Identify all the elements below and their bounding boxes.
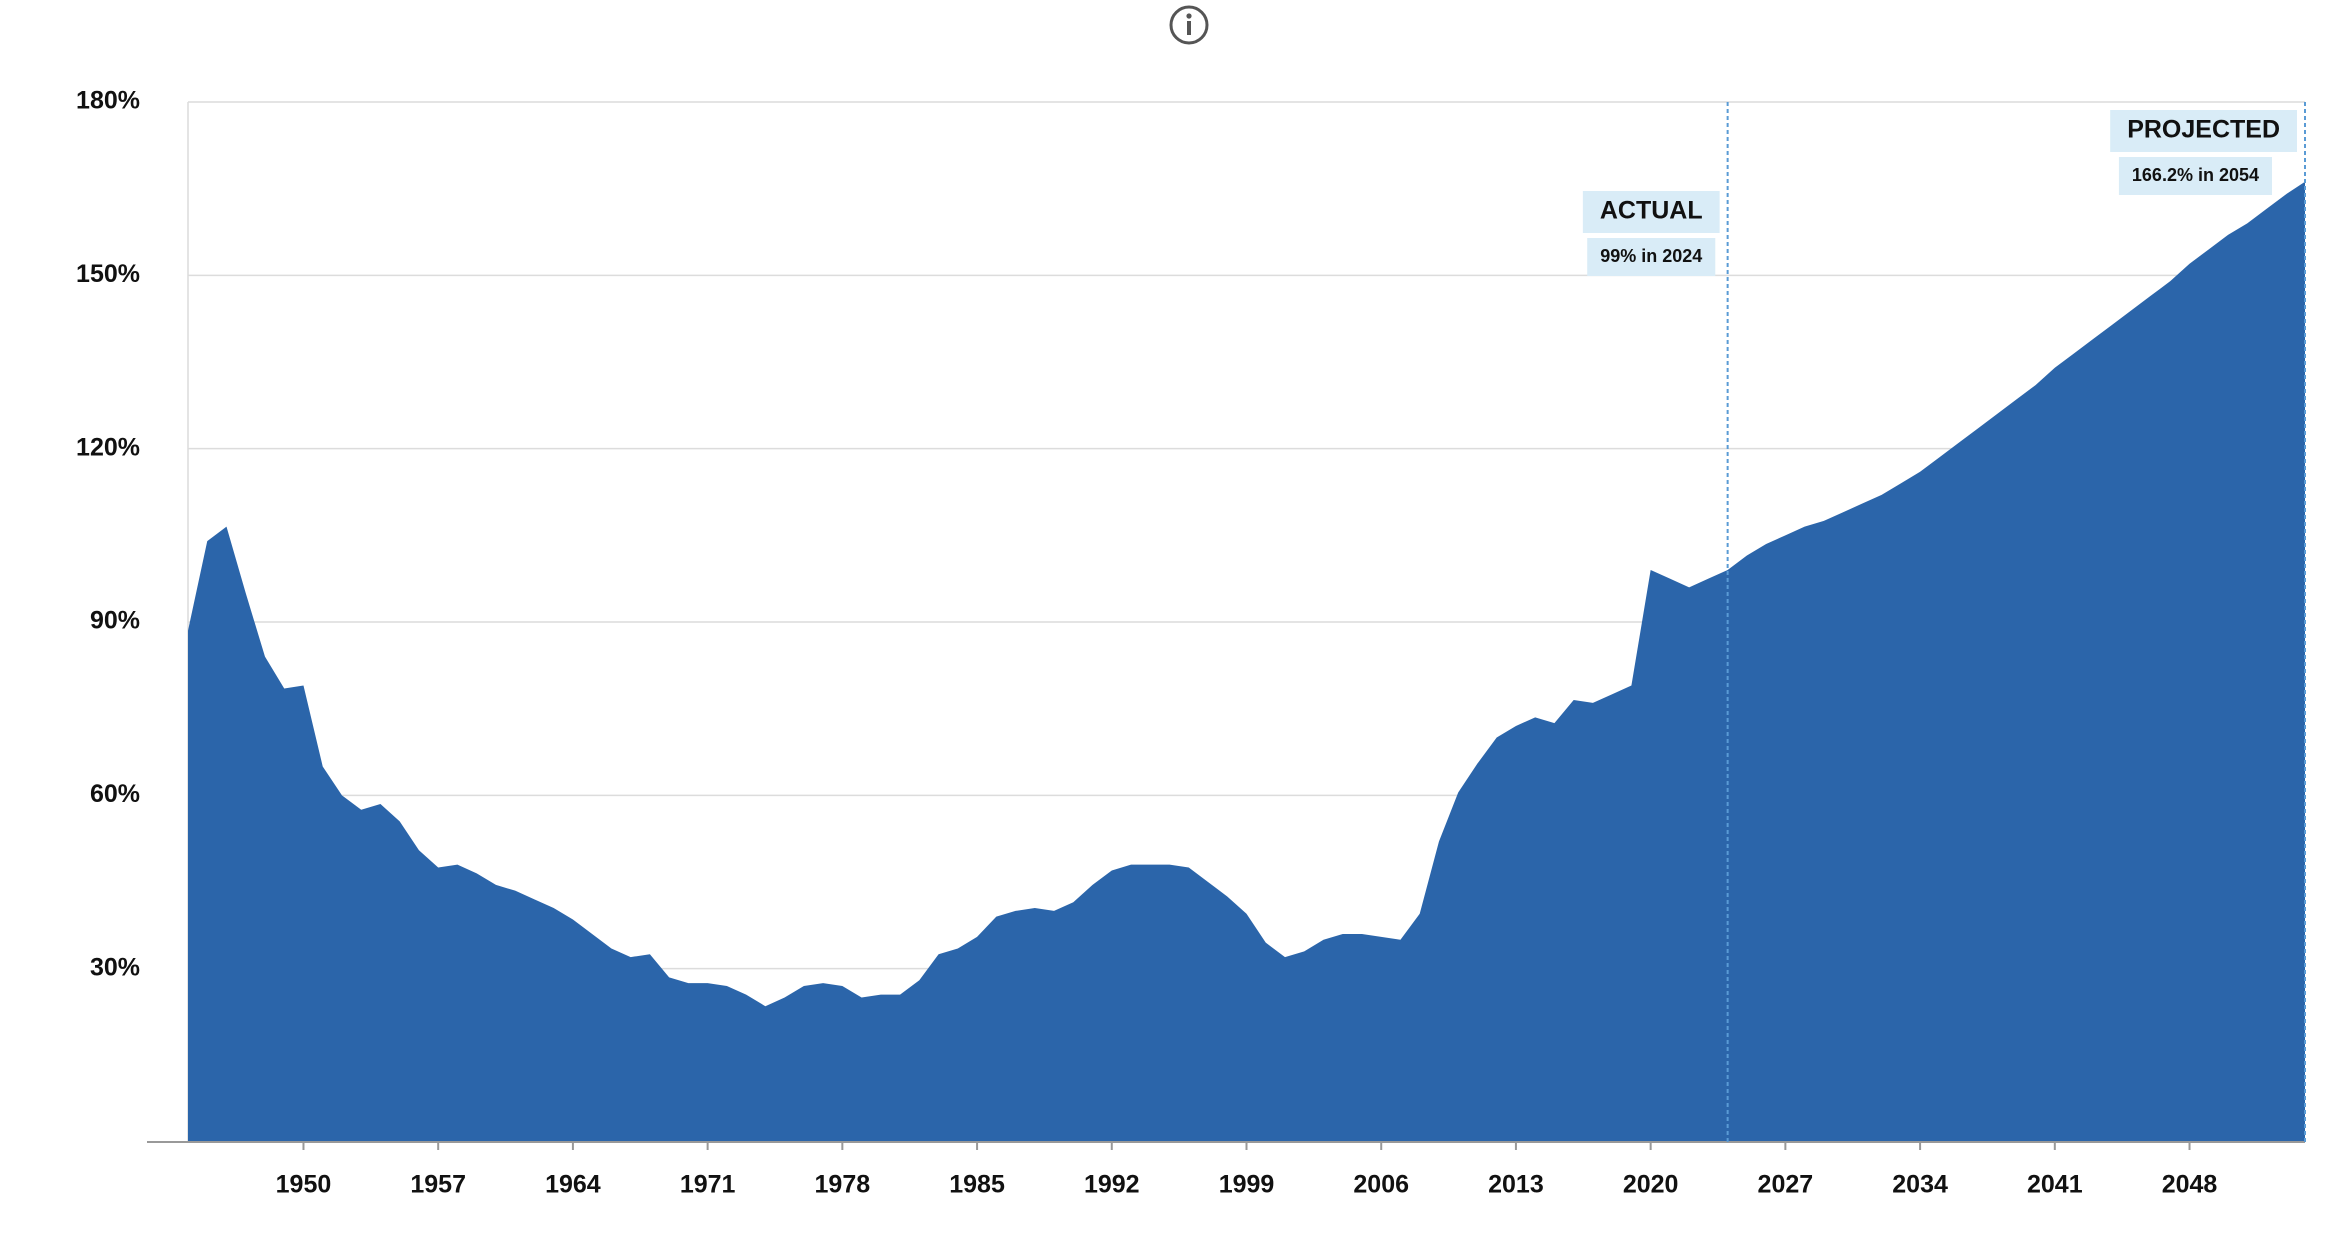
annotation-title-box [2110,110,2297,152]
x-tick-label: 2041 [2027,1171,2083,1199]
y-tick-label: 60% [90,780,140,808]
x-tick-label: 1978 [815,1171,871,1199]
annotation: ACTUAL 99% in 2024 [1582,191,1720,276]
annotation: PROJECTED 166.2% in 2054 [2110,110,2297,195]
info-stem [1187,21,1191,35]
x-tick-label: 2020 [1623,1171,1679,1199]
annotation-label: 99% in 2024 [1600,246,1702,266]
y-tick-label: 90% [90,607,140,635]
x-tick-label: 1964 [545,1171,601,1199]
x-tick-label: 1985 [949,1171,1005,1199]
y-tick-label: 120% [76,433,140,461]
annotation-title: PROJECTED [2127,116,2280,144]
x-tick-label: 1950 [276,1171,332,1199]
x-tick-label: 2048 [2162,1171,2218,1199]
x-tick-label: 2013 [1488,1171,1544,1199]
x-tick-label: 2027 [1758,1171,1814,1199]
x-tick-label: 1957 [410,1171,466,1199]
annotation-label-box [1587,238,1716,276]
y-tick-label: 180% [76,87,140,115]
x-tick-label: 1992 [1084,1171,1140,1199]
x-tick-label: 1971 [680,1171,736,1199]
info-circle [1169,5,1209,45]
y-tick-label: 150% [76,260,140,288]
annotation-label-box [2118,157,2272,195]
annotation-title-box [1582,191,1720,233]
info-dot [1186,13,1192,19]
info-icon[interactable] [1169,5,1209,45]
y-tick-label: 30% [90,953,140,981]
x-tick-label: 1999 [1219,1171,1275,1199]
x-tick-label: 2006 [1353,1171,1409,1199]
annotation-title: ACTUAL [1600,197,1703,225]
area [188,181,2305,1142]
x-tick-label: 2034 [1892,1171,1948,1199]
annotation-label: 166.2% in 2054 [2132,165,2259,185]
